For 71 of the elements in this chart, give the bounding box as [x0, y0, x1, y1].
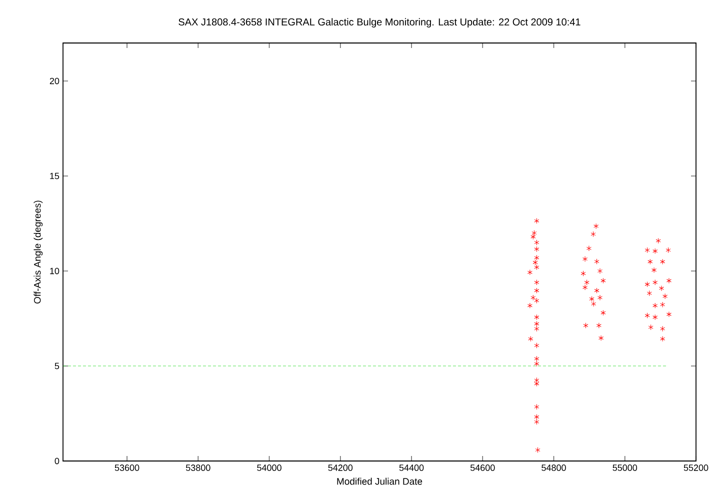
x-tick-label: 54400 [399, 464, 424, 471]
x-tick-label: 53800 [186, 464, 210, 471]
y-tick-label: 0 [54, 458, 60, 464]
point [659, 285, 664, 292]
point [584, 280, 590, 286]
x-tick-label: 55000 [612, 464, 638, 471]
point [534, 254, 540, 261]
y-tick-label: 10 [50, 268, 60, 274]
point [534, 377, 540, 384]
x-tick-label: 54000 [257, 464, 282, 471]
point [597, 294, 602, 300]
point [652, 280, 658, 286]
point [662, 293, 668, 300]
point [594, 223, 599, 230]
point [596, 322, 602, 328]
point [594, 258, 600, 264]
point [598, 335, 604, 341]
point [530, 294, 536, 300]
x-tick-label: 54800 [542, 464, 566, 471]
point [666, 247, 671, 253]
x-tick-label: 53600 [114, 464, 140, 471]
point [644, 247, 650, 253]
point [532, 230, 537, 236]
point [582, 284, 588, 290]
point [648, 324, 654, 330]
point [586, 246, 592, 252]
point [644, 281, 650, 288]
point [534, 342, 540, 348]
point [652, 314, 658, 320]
chart-title: SAX J1808.4-3658 INTEGRAL Galactic Bulge Monitoring. Last Update: 22 Oct 2009 10:41 [178, 18, 580, 28]
point [580, 270, 586, 276]
point [666, 311, 672, 318]
point [652, 267, 657, 273]
point [656, 238, 661, 244]
point [646, 290, 652, 296]
y-axis-title: Off-Axis Angle (degrees) [34, 200, 43, 304]
point [597, 268, 602, 274]
point [534, 314, 540, 320]
point [527, 269, 532, 276]
point [535, 447, 540, 453]
point [594, 288, 600, 294]
point [534, 298, 540, 304]
y-tick-label: 20 [50, 78, 60, 84]
point [652, 302, 658, 308]
point [582, 256, 588, 262]
x-tick-label: 54200 [328, 464, 353, 471]
point [534, 246, 540, 252]
point [644, 312, 650, 318]
point [534, 280, 540, 286]
point [527, 302, 532, 308]
x-tick-label: 54600 [470, 464, 495, 471]
x-axis-title: Modified Julian Date [337, 478, 422, 485]
point [528, 336, 534, 342]
point [600, 310, 606, 316]
point [652, 248, 658, 254]
point [660, 336, 666, 342]
point [534, 404, 540, 410]
y-tick-label: 15 [50, 172, 60, 180]
point [660, 326, 666, 332]
point [583, 322, 588, 328]
point [534, 380, 540, 387]
point [666, 278, 672, 284]
point [534, 218, 540, 224]
point [600, 278, 606, 284]
point [648, 258, 653, 265]
point [590, 231, 596, 237]
y-tick-label: 5 [54, 362, 60, 370]
point [660, 258, 666, 265]
point [534, 288, 540, 294]
point [660, 302, 666, 308]
x-tick-label: 55200 [684, 464, 708, 471]
